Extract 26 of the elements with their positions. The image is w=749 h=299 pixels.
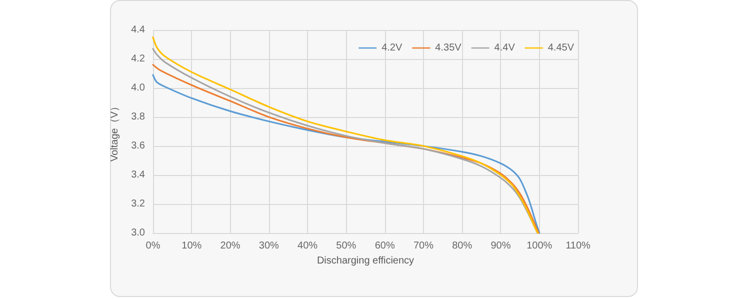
x-tick-label: 40% (298, 240, 318, 252)
y-axis-title: Voltage（V） (110, 101, 121, 162)
y-tick-label: 4.2 (131, 54, 146, 64)
y-tick-label: 3.8 (131, 112, 146, 122)
x-tick-label: 30% (258, 240, 280, 252)
legend-label: 4.45V (548, 42, 574, 54)
y-tick-label: 3.0 (131, 228, 146, 238)
y-tick-label: 3.4 (131, 170, 146, 180)
x-tick-label: 10% (182, 240, 202, 252)
x-tick-label: 50% (336, 240, 356, 252)
legend-label: 4.35V (435, 42, 462, 54)
x-tick-label: 90% (490, 240, 511, 252)
legend-label: 4.2V (382, 42, 402, 54)
x-tick-label: 80% (452, 240, 472, 252)
x-tick-label: 0% (146, 240, 160, 252)
x-tick-label: 20% (220, 240, 240, 252)
x-tick-label: 70% (413, 240, 434, 252)
y-tick-label: 4.0 (131, 82, 146, 94)
legend-label: 4.4V (494, 42, 516, 54)
y-tick-label: 3.2 (131, 198, 146, 210)
x-tick-label: 100% (526, 240, 552, 252)
x-tick-label: 110% (566, 240, 591, 252)
y-tick-label: 4.4 (131, 24, 146, 36)
y-tick-label: 3.6 (131, 140, 146, 152)
x-tick-label: 60% (374, 240, 395, 252)
x-axis-title: Discharging efficiency (316, 255, 414, 266)
